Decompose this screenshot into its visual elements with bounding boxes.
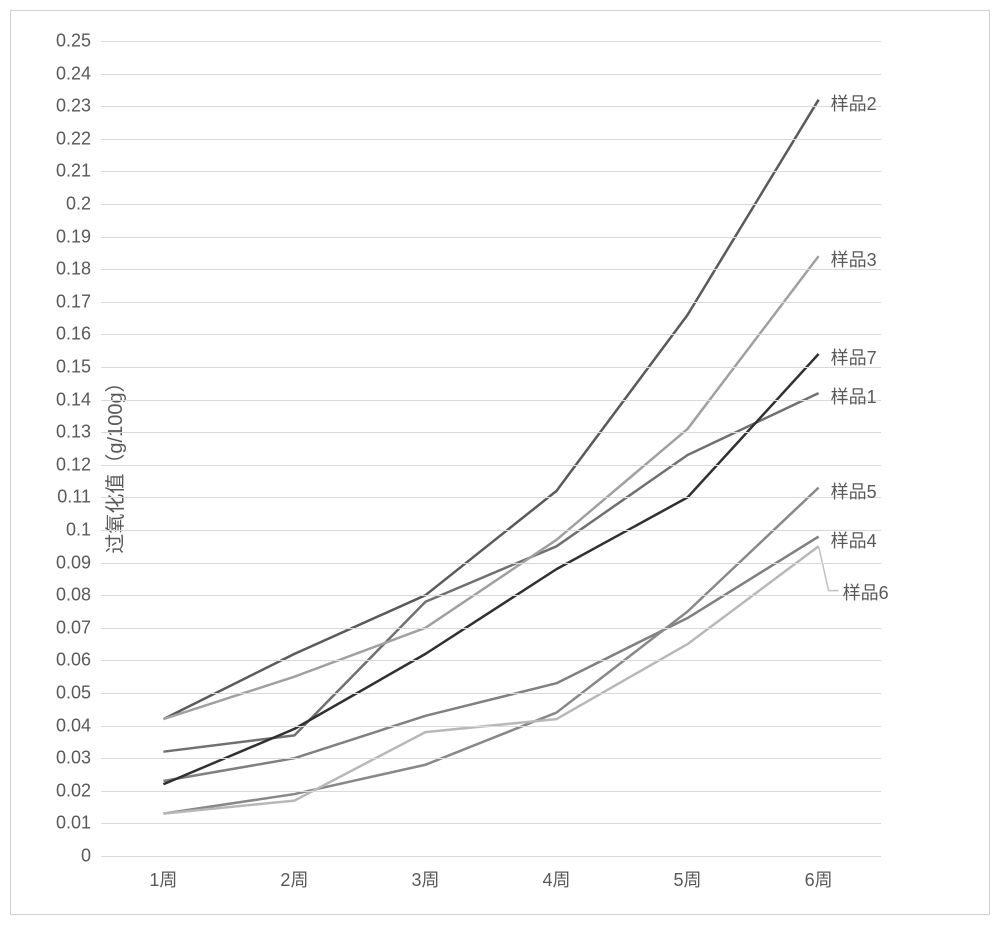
gridline	[101, 139, 881, 140]
y-tick-label: 0.05	[56, 683, 91, 704]
y-tick-label: 0.13	[56, 422, 91, 443]
y-tick-label: 0.16	[56, 324, 91, 345]
series-label-样品7: 样品7	[831, 344, 877, 370]
series-label-样品1: 样品1	[831, 383, 877, 409]
gridline	[101, 563, 881, 564]
series-line-样品2	[163, 100, 818, 719]
series-label-样品2: 样品2	[831, 90, 877, 116]
gridline	[101, 400, 881, 401]
y-tick-label: 0.2	[66, 194, 91, 215]
gridline	[101, 432, 881, 433]
y-tick-label: 0.12	[56, 454, 91, 475]
gridline	[101, 171, 881, 172]
y-tick-label: 0.22	[56, 128, 91, 149]
y-tick-label: 0.01	[56, 813, 91, 834]
gridline	[101, 693, 881, 694]
series-line-样品3	[163, 256, 818, 719]
gridline	[101, 628, 881, 629]
y-tick-label: 0.15	[56, 357, 91, 378]
gridline	[101, 302, 881, 303]
gridline	[101, 660, 881, 661]
gridline	[101, 497, 881, 498]
series-line-样品1	[163, 393, 818, 752]
y-tick-label: 0.04	[56, 715, 91, 736]
y-tick-label: 0.02	[56, 780, 91, 801]
gridline	[101, 74, 881, 75]
gridline	[101, 334, 881, 335]
gridline	[101, 530, 881, 531]
x-tick-label: 3周	[411, 866, 439, 892]
y-tick-label: 0.07	[56, 617, 91, 638]
chart-container: 过氧化值（g/100g） 00.010.020.030.040.050.060.…	[10, 10, 990, 915]
series-label-样品6: 样品6	[843, 579, 889, 605]
series-line-样品6	[163, 546, 818, 813]
gridline	[101, 106, 881, 107]
y-tick-label: 0.1	[66, 520, 91, 541]
y-tick-label: 0.06	[56, 650, 91, 671]
gridline	[101, 595, 881, 596]
x-tick-label: 2周	[280, 866, 308, 892]
gridline	[101, 758, 881, 759]
y-tick-label: 0.19	[56, 226, 91, 247]
y-tick-label: 0.08	[56, 585, 91, 606]
x-tick-label: 5周	[674, 866, 702, 892]
y-tick-label: 0.11	[57, 487, 91, 508]
series-label-样品5: 样品5	[831, 478, 877, 504]
y-tick-label: 0.03	[56, 748, 91, 769]
gridline	[101, 204, 881, 205]
y-tick-label: 0.24	[56, 63, 91, 84]
series-label-样品4: 样品4	[831, 527, 877, 553]
y-tick-label: 0.17	[56, 291, 91, 312]
x-tick-label: 6周	[805, 866, 833, 892]
series-line-样品7	[163, 354, 818, 784]
gridline	[101, 465, 881, 466]
series-label-样品3: 样品3	[831, 246, 877, 272]
gridline	[101, 791, 881, 792]
y-tick-label: 0.14	[56, 389, 91, 410]
x-tick-label: 1周	[149, 866, 177, 892]
y-tick-label: 0.18	[56, 259, 91, 280]
x-tick-label: 4周	[543, 866, 571, 892]
gridline	[101, 237, 881, 238]
gridline	[101, 41, 881, 42]
gridline	[101, 823, 881, 824]
plot-area	[101, 41, 881, 856]
series-label-connector-样品6	[819, 546, 839, 590]
gridline	[101, 269, 881, 270]
gridline	[101, 856, 881, 857]
y-tick-label: 0.25	[56, 31, 91, 52]
y-tick-label: 0.23	[56, 96, 91, 117]
gridline	[101, 726, 881, 727]
gridline	[101, 367, 881, 368]
y-tick-label: 0.21	[56, 161, 91, 182]
y-tick-label: 0	[81, 846, 91, 867]
y-tick-label: 0.09	[56, 552, 91, 573]
chart-svg	[101, 41, 881, 856]
